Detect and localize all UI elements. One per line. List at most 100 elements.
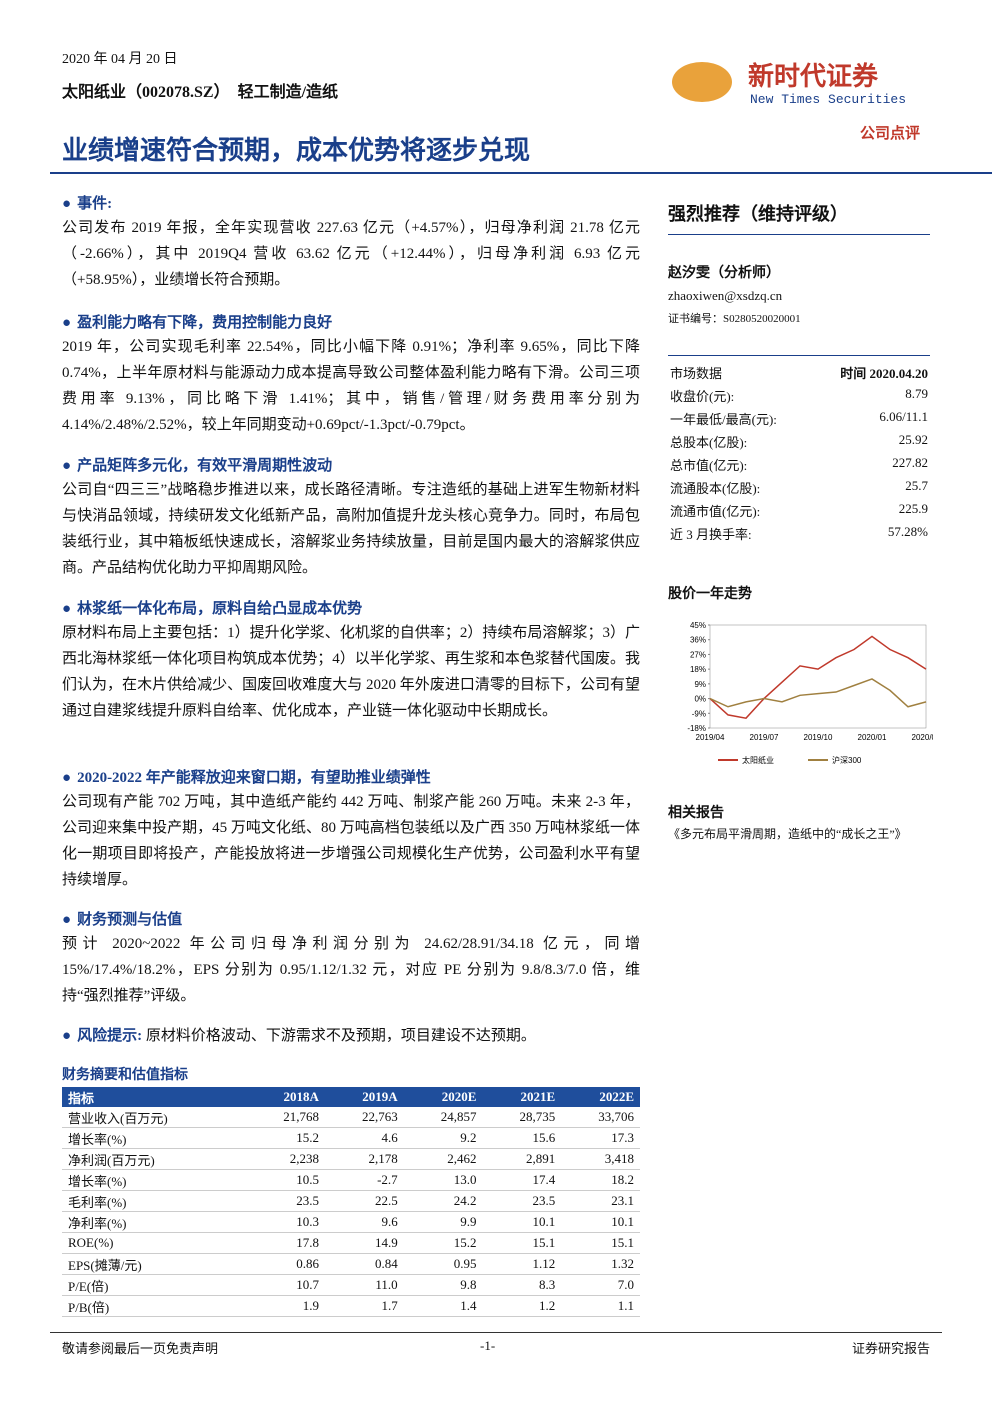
plot-frame	[709, 624, 927, 729]
market-data: 市场数据 时间 2020.04.20 收盘价(元): 8.79 一年最低/最高(元):…	[670, 363, 928, 547]
market-row: 总市值(亿元): 227.82	[670, 455, 928, 478]
market-label: 收盘价(元):	[670, 389, 735, 404]
table-cell: 1.4	[403, 1295, 483, 1317]
market-row: 总股本(亿股): 25.92	[670, 432, 928, 455]
table-cell: 18.2	[561, 1169, 640, 1191]
table-cell: 9.8	[403, 1274, 483, 1296]
table-cell: 10.5	[246, 1169, 325, 1191]
section: 事件: 公司发布 2019 年报，全年实现营收 227.63 亿元（+4.57%）…	[62, 192, 640, 293]
market-row: 近 3 月换手率: 57.28%	[670, 524, 928, 547]
rating: 强烈推荐（维持评级）	[668, 204, 848, 224]
table-cell: 13.0	[403, 1169, 483, 1191]
table-cell: 22.5	[324, 1190, 404, 1212]
section-heading: 盈利能力略有下降，费用控制能力良好	[62, 311, 640, 332]
table-cell: 15.1	[482, 1232, 562, 1254]
market-value: 25.92	[898, 432, 928, 447]
table-row: 增长率(%) 10.5 -2.7 13.0 17.4 18.2	[62, 1169, 640, 1191]
market-title: 市场数据	[670, 366, 723, 381]
company-line: 太阳纸业（002078.SZ） 轻工制造/造纸	[62, 78, 338, 102]
market-label: 一年最低/最高(元):	[670, 412, 777, 427]
table-row: 毛利率(%) 23.5 22.5 24.2 23.5 23.1	[62, 1190, 640, 1212]
section-heading: 事件:	[62, 192, 640, 213]
table-cell: 1.7	[324, 1295, 404, 1317]
legend-label: 太阳纸业	[742, 755, 774, 765]
table-cell: 28,735	[482, 1107, 562, 1128]
chart-title: 股价一年走势	[668, 587, 752, 602]
table-row: 增长率(%) 15.2 4.6 9.2 15.6 17.3	[62, 1127, 640, 1149]
section-heading: 财务预测与估值	[62, 908, 640, 929]
table-header: 指标 2018A 2019A 2020E 2021E 2022E	[62, 1087, 640, 1107]
cert: 证书编号：S0280520020001	[668, 313, 801, 325]
market-row: 流通股本(亿股): 25.7	[670, 478, 928, 501]
logo-mark	[672, 62, 732, 102]
market-label: 总股本(亿股):	[670, 435, 748, 450]
table-row: EPS(摊薄/元) 0.86 0.84 0.95 1.12 1.32	[62, 1253, 640, 1275]
table-cell: 1.1	[561, 1295, 640, 1317]
table-cell: 10.3	[246, 1211, 325, 1233]
market-label: 近 3 月换手率:	[670, 527, 752, 542]
y-tick-label: 0%	[694, 695, 706, 704]
header-rule	[50, 172, 992, 174]
table-cell: 10.7	[246, 1274, 325, 1296]
risk-heading: 风险提示:	[62, 1028, 142, 1044]
rule	[668, 355, 930, 356]
table-cell: 15.6	[482, 1127, 562, 1149]
footer-rule	[50, 1332, 942, 1333]
table-cell: P/B(倍)	[62, 1295, 247, 1317]
market-row: 流通市值(亿元): 225.9	[670, 501, 928, 524]
logo-cn: 新时代证券	[748, 62, 879, 91]
chart: 45% 36% 27% 18% 9% 0% -9% -18%2019/04 2019/07 201…	[687, 621, 933, 765]
section-body: 2019 年，公司实现毛利率 22.54%，同比小幅下降 0.91%；净利率 9…	[62, 339, 640, 433]
y-tick-label: -9%	[692, 709, 706, 718]
table-cell: 9.6	[324, 1211, 404, 1233]
footer-left: 敬请参阅最后一页免责声明	[62, 1341, 219, 1356]
table-cell: 11.0	[324, 1274, 404, 1296]
table-cell: 15.1	[561, 1232, 640, 1254]
x-tick-label: 2020/01	[858, 733, 887, 742]
table-cell: 17.8	[246, 1232, 325, 1254]
table-cell: 营业收入(百万元)	[62, 1107, 247, 1128]
section-body: 原材料布局上主要包括：1）提升化学浆、化机浆的自供率；2）持续布局溶解浆；3）广…	[62, 625, 640, 719]
table-cell: P/E(倍)	[62, 1274, 247, 1296]
section: 产品矩阵多元化，有效平滑周期性波动公司自“四三三”战略稳步推进以来，成长路径清晰…	[62, 454, 640, 581]
table-cell: 2,238	[246, 1148, 325, 1170]
market-label: 流通市值(亿元):	[670, 504, 761, 519]
table-cell: 10.1	[482, 1211, 562, 1233]
section-body: 公司发布 2019 年报，全年实现营收 227.63 亿元（+4.57%），归母…	[62, 220, 640, 288]
header-cell: 2018A	[283, 1089, 319, 1104]
logo-en: New Times Securities	[750, 92, 907, 107]
title: 业绩增速符合预期，成本优势将逐步兑现	[62, 136, 531, 165]
table-cell: 毛利率(%)	[62, 1190, 247, 1212]
table-cell: 9.9	[403, 1211, 483, 1233]
table-cell: 2,462	[403, 1148, 483, 1170]
footer-center: -1-	[480, 1338, 496, 1353]
sector: 轻工制造/造纸	[237, 84, 339, 101]
series-line	[709, 678, 927, 708]
section: 林浆纸一体化布局，原料自给凸显成本优势原材料布局上主要包括：1）提升化学浆、化机…	[62, 597, 640, 724]
section: 盈利能力略有下降，费用控制能力良好 2019 年，公司实现毛利率 22.54%，同…	[62, 311, 640, 438]
table-title: 财务摘要和估值指标	[62, 1068, 188, 1083]
section-body: 公司现有产能 702 万吨，其中造纸产能约 442 万吨、制浆产能 260 万吨…	[62, 794, 640, 888]
table-cell: 17.3	[561, 1127, 640, 1149]
y-tick-label: -18%	[687, 724, 706, 733]
table-row: 营业收入(百万元) 21,768 22,763 24,857 28,735 33,706	[62, 1107, 640, 1128]
table-cell: 4.6	[324, 1127, 404, 1149]
y-tick-label: 9%	[694, 680, 706, 689]
y-tick-label: 18%	[690, 665, 706, 674]
x-tick-label: 2020/04	[912, 733, 933, 742]
section-body: 公司自“四三三”战略稳步推进以来，成长路径清晰。专注造纸的基础上进军生物新材料与…	[62, 482, 640, 576]
table-cell: 0.95	[403, 1253, 483, 1275]
table-cell: -2.7	[324, 1169, 404, 1191]
table-cell: 1.12	[482, 1253, 562, 1275]
company: 太阳纸业（002078.SZ）	[62, 84, 230, 101]
table-cell: 1.32	[561, 1253, 640, 1275]
table-cell: 21,768	[246, 1107, 325, 1128]
table-cell: EPS(摊薄/元)	[62, 1253, 247, 1275]
report-type: 公司点评	[859, 126, 920, 142]
section-heading: 林浆纸一体化布局，原料自给凸显成本优势	[62, 597, 640, 618]
table-cell: 10.1	[561, 1211, 640, 1233]
table-row: ROE(%) 17.8 14.9 15.2 15.1 15.1	[62, 1232, 640, 1254]
date: 2020 年 04 月 20 日	[62, 52, 178, 67]
header-cell: 2021E	[520, 1089, 556, 1104]
